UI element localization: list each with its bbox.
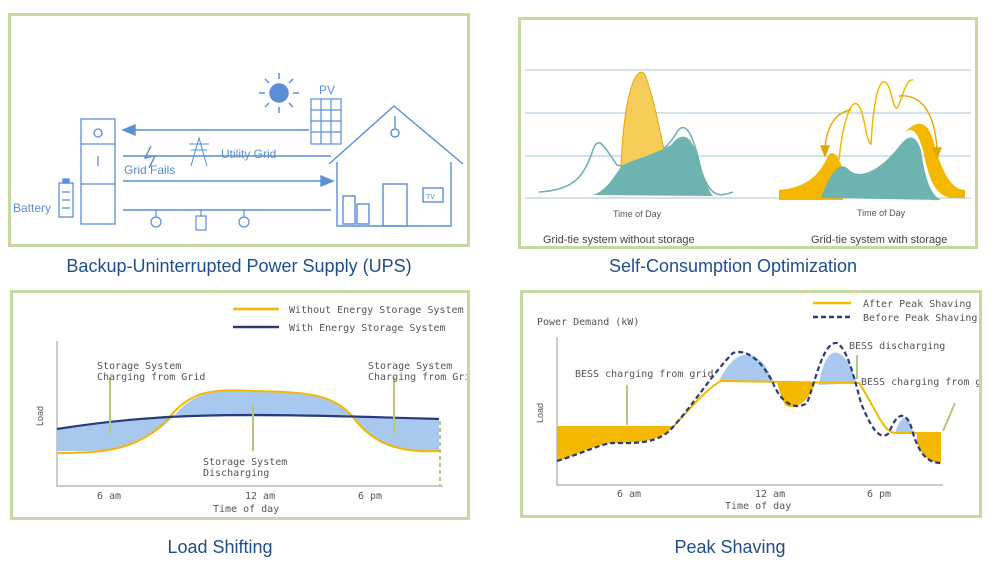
legend-before: Before Peak Shaving xyxy=(863,313,977,324)
grid-fails-label: Grid Fails xyxy=(124,163,175,177)
arrow-head-right xyxy=(320,174,335,188)
ups-panel: PV Battery Grid Fails xyxy=(8,13,470,247)
xlabel-right: Time of Day xyxy=(857,208,906,218)
pv-label: PV xyxy=(319,83,335,97)
arrow-head-left xyxy=(121,123,136,137)
load-fan-icon xyxy=(238,210,250,228)
peak-tick-12am: 12 am xyxy=(755,489,785,500)
load-curve-left xyxy=(538,126,734,196)
peak-axes xyxy=(556,337,943,486)
battery-label: Battery xyxy=(13,201,51,215)
sun-icon xyxy=(259,73,299,113)
caption-load: Load Shifting xyxy=(167,537,273,557)
load-tick-6pm: 6 pm xyxy=(358,491,382,502)
load-shifting-chart: Without Energy Storage System With Energ… xyxy=(35,305,476,515)
self-consumption-panel: Time of Day Grid-tie system without stor… xyxy=(518,17,978,249)
shift-arrows xyxy=(819,95,943,160)
load-fridge-icon xyxy=(195,210,207,231)
callout-line-right xyxy=(942,402,956,432)
lightning-icon xyxy=(143,145,157,169)
inverter-cabinet-icon xyxy=(80,118,116,225)
ann-discharge-2: Discharging xyxy=(203,468,269,479)
ann-discharge-1: Storage System xyxy=(203,457,287,468)
caption-self: Self-Consumption Optimization xyxy=(608,256,858,276)
charging-area-left xyxy=(57,415,175,452)
ann-discharging: BESS discharging xyxy=(849,341,945,352)
ann-charge-left-2: Charging from Grid xyxy=(97,372,205,383)
valley-area-right xyxy=(917,433,941,463)
legend-after: After Peak Shaving xyxy=(863,299,971,310)
peak-ylabel: Load xyxy=(535,403,545,423)
load-plug-icon xyxy=(150,210,162,228)
self-consumption-diagram: Time of Day Grid-tie system without stor… xyxy=(525,69,971,246)
ann-charging-left: BESS charging from grid xyxy=(575,369,713,380)
legend-without: Without Energy Storage System xyxy=(289,305,464,316)
peak-area-3 xyxy=(895,418,913,433)
load-shifting-panel: Without Energy Storage System With Energ… xyxy=(10,290,476,520)
after-shaving-curve xyxy=(557,379,941,434)
xlabel-left: Time of Day xyxy=(613,209,662,219)
discharging-area xyxy=(175,390,351,417)
peak-tick-6pm: 6 pm xyxy=(867,489,891,500)
ann-charging-right: BESS charging from grid xyxy=(861,377,979,388)
self-consumed-area-right xyxy=(821,137,941,200)
legend-with: With Energy Storage System xyxy=(289,323,446,334)
ann-charge-right-1: Storage System xyxy=(368,361,452,372)
charging-area-right xyxy=(351,415,439,452)
peak-area-1 xyxy=(719,354,775,383)
utility-tower-icon xyxy=(189,136,209,167)
load-tick-6am: 6 am xyxy=(97,491,121,502)
load-ylabel: Load xyxy=(35,406,45,426)
subtitle-left: Grid-tie system without storage xyxy=(543,234,695,246)
peak-shaving-panel: After Peak Shaving Before Peak Shaving P… xyxy=(520,290,999,518)
ups-diagram: PV Battery Grid Fails xyxy=(13,73,464,231)
caption-ups: Backup-Uninterrupted Power Supply (UPS) xyxy=(66,256,412,276)
house-icon xyxy=(328,105,464,227)
load-tick-12am: 12 am xyxy=(245,491,275,502)
before-shaving-curve xyxy=(556,341,942,465)
pv-arch-right xyxy=(838,79,914,161)
valley-area-mid xyxy=(777,383,815,407)
battery-icon xyxy=(58,178,74,218)
charging-area-left xyxy=(557,427,673,461)
load-xlabel: Time of day xyxy=(213,504,279,515)
ann-charge-left-1: Storage System xyxy=(97,361,181,372)
self-consumed-area-left xyxy=(593,136,713,196)
load-axes xyxy=(56,341,443,487)
peak-area-2 xyxy=(819,352,857,385)
without-storage-curve xyxy=(56,389,440,454)
caption-peak: Peak Shaving xyxy=(674,537,786,557)
battery-discharge-area-right xyxy=(905,123,965,198)
subtitle-right: Grid-tie system with storage xyxy=(811,234,947,246)
peak-shaving-chart: After Peak Shaving Before Peak Shaving P… xyxy=(535,299,999,512)
peak-xlabel: Time of day xyxy=(725,501,791,512)
peak-ylabel-top: Power Demand (kW) xyxy=(537,317,639,328)
utility-grid-label: Utility Grid xyxy=(221,147,276,161)
ann-charge-right-2: Charging from Grid xyxy=(368,372,467,383)
pv-panel-icon xyxy=(310,98,342,145)
tv-label: TV xyxy=(426,194,435,201)
peak-tick-6am: 6 am xyxy=(617,489,641,500)
